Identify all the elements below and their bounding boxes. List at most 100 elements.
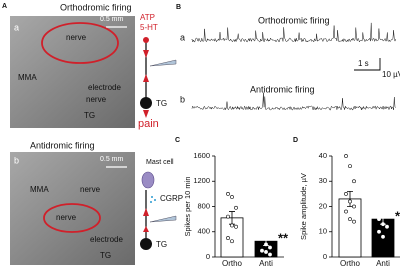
letter: a (14, 22, 19, 32)
photo (10, 152, 135, 265)
data-point (352, 179, 356, 184)
photo-label: nerve (86, 95, 107, 104)
y-tick-label: 800 (197, 201, 210, 210)
title: Orthodromic firing (60, 2, 132, 12)
schematic (140, 37, 177, 118)
error-bar (347, 190, 353, 207)
schematic-label: ATP (140, 13, 155, 22)
data-point (381, 186, 385, 191)
data-point (344, 154, 348, 158)
panel-label: A (2, 3, 7, 10)
photo-label: MMA (30, 185, 49, 194)
trace (191, 92, 396, 111)
data-point (268, 252, 272, 257)
schematic-label: TG (156, 240, 167, 249)
data-point (385, 197, 389, 201)
data-point (352, 204, 356, 209)
data-point (377, 217, 381, 222)
highlight (41, 22, 119, 64)
bar (338, 198, 362, 258)
photo-label: TG (84, 111, 95, 120)
annotation: ** (395, 209, 400, 224)
y-tick-label: 30 (319, 176, 327, 185)
data-point (226, 236, 230, 240)
schematic-label: 5-HT (140, 23, 158, 32)
scale-text: 10 µV (382, 70, 400, 79)
panel-label: B (176, 4, 181, 11)
scale-text: 1 s (358, 59, 369, 68)
photo-label: electrode (88, 83, 121, 92)
data-point (264, 242, 268, 247)
data-point (226, 214, 230, 219)
data-point (226, 191, 230, 196)
data-point (348, 217, 352, 222)
x-tick-label: Anti (376, 259, 390, 268)
data-point (385, 212, 389, 216)
data-point (348, 199, 352, 204)
schematic-label: TG (156, 99, 167, 108)
letter: b (180, 94, 185, 104)
photo-label: TG (100, 251, 111, 260)
letter: a (180, 32, 185, 42)
data-point (348, 164, 352, 169)
schematic-label: pain (138, 118, 159, 130)
y-tick-label: 400 (197, 227, 210, 236)
schematic-label: Mast cell (146, 159, 174, 166)
data-point (352, 219, 356, 224)
y-tick-label: 0 (323, 252, 327, 261)
data-point (381, 234, 385, 239)
data-point (381, 207, 385, 211)
photo-label: electrode (90, 235, 123, 244)
photo-label: nerve (66, 33, 87, 42)
data-point (385, 224, 389, 229)
y-tick-label: 0 (206, 252, 210, 261)
letter: b (14, 155, 19, 165)
data-point (377, 202, 381, 206)
y-tick-label: 20 (319, 201, 327, 210)
data-point (377, 229, 381, 234)
x-tick-label: Ortho (222, 259, 243, 268)
panel-label: D (293, 137, 298, 144)
scale-text: 0.5 mm (100, 16, 124, 23)
data-point (344, 209, 348, 214)
data-point (264, 226, 268, 231)
scale-text: 0.5 mm (100, 156, 124, 163)
data-point (230, 223, 234, 228)
data-point (230, 195, 234, 199)
trace (191, 22, 396, 43)
y-tick-label: 40 (319, 151, 327, 160)
y-tick-label: 1600 (193, 151, 210, 160)
data-point (260, 220, 264, 225)
trace-title: Orthodromic firing (258, 15, 330, 25)
data-point (344, 191, 348, 196)
schematic (140, 171, 177, 250)
x-tick-label: Ortho (340, 259, 361, 268)
data-point (268, 245, 272, 250)
highlight (43, 203, 101, 233)
data-point (234, 205, 238, 210)
data-point (377, 179, 381, 184)
annotation: ** (278, 231, 289, 246)
data-point (381, 222, 385, 227)
photo-label: MMA (18, 73, 37, 82)
y-tick-label: 10 (319, 227, 327, 236)
panel-label: C (175, 137, 180, 144)
y-tick-label: 1200 (193, 176, 210, 185)
title: Antidromic firing (30, 140, 95, 150)
data-point (268, 233, 272, 237)
data-point (264, 250, 268, 254)
data-point (234, 224, 238, 229)
photo-label: nerve (80, 185, 101, 194)
photo-label: nerve (56, 213, 77, 222)
data-point (260, 236, 264, 240)
y-axis-label: Spikes per 10 min (183, 176, 192, 236)
x-tick-label: Anti (259, 259, 273, 268)
y-axis-label: Spike amplitude, µV (299, 173, 308, 240)
trace-title: Antidromic firing (250, 84, 315, 94)
data-point (230, 239, 234, 244)
scale-bar (354, 58, 381, 71)
data-point (260, 248, 264, 253)
schematic-label: CGRP (160, 194, 183, 203)
